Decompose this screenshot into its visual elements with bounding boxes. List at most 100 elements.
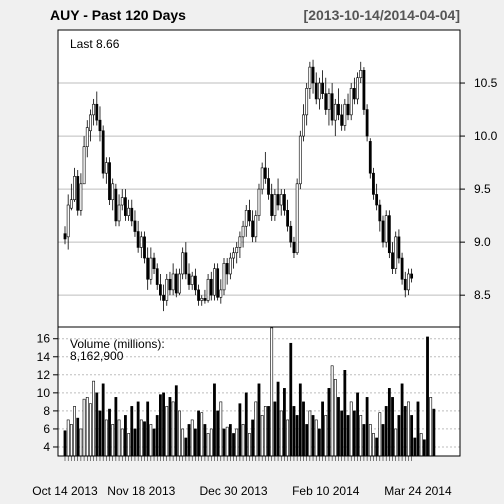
volume-bar	[232, 433, 235, 457]
candle-body	[168, 278, 172, 291]
volume-bar	[114, 397, 118, 457]
volume-bar	[155, 415, 159, 457]
candle-body	[340, 114, 344, 126]
volume-bar	[397, 415, 401, 457]
date-range: [2013-10-14/2014-04-04]	[304, 7, 460, 23]
candle-body	[187, 273, 191, 285]
volume-tick-label: 4	[43, 440, 50, 454]
volume-bar	[197, 410, 200, 457]
volume-bar	[174, 385, 178, 457]
volume-bar	[391, 397, 394, 457]
volume-bar	[378, 412, 382, 457]
volume-bar	[368, 424, 372, 457]
volume-bar	[260, 415, 264, 457]
volume-bar	[216, 410, 220, 457]
volume-bar	[120, 428, 124, 457]
candle-body	[232, 252, 235, 259]
volume-bar	[308, 410, 312, 457]
candle-body	[343, 103, 347, 126]
candle-body	[79, 183, 83, 211]
candle-body	[152, 257, 156, 269]
candle-body	[244, 210, 248, 227]
volume-bar	[63, 430, 67, 457]
candle-body	[283, 194, 286, 211]
volume-bar	[394, 428, 398, 457]
volume-tick-label: 16	[37, 332, 51, 346]
candle-body	[400, 257, 404, 280]
volume-bar	[416, 401, 420, 457]
candle-body	[394, 236, 398, 269]
candle-body	[66, 204, 70, 238]
candle-body	[349, 88, 353, 116]
volume-bar	[82, 398, 86, 457]
volume-bar	[127, 433, 131, 457]
volume-bar	[429, 397, 433, 457]
candle-body	[254, 215, 258, 238]
candle-body	[375, 194, 379, 206]
volume-bar	[279, 410, 283, 457]
candle-body	[174, 273, 178, 294]
candle-body	[213, 268, 216, 296]
x-tick-label: Mar 24 2014	[384, 484, 452, 498]
candle-body	[222, 263, 226, 291]
price-tick-label: 10.0	[474, 129, 498, 143]
candle-body	[403, 278, 407, 291]
candle-body	[120, 197, 124, 206]
candle-body	[89, 114, 92, 132]
candle-body	[171, 273, 175, 291]
candle-body	[238, 236, 242, 248]
volume-bar	[213, 383, 216, 457]
candle-body	[359, 70, 363, 79]
volume-bar	[235, 428, 239, 457]
candle-body	[257, 188, 261, 216]
volume-bar	[193, 428, 197, 457]
candle-body	[216, 268, 220, 298]
candle-body	[298, 135, 302, 185]
volume-bar	[222, 428, 226, 457]
volume-bar	[76, 417, 80, 457]
candle-body	[289, 225, 293, 243]
volume-bar	[66, 419, 70, 457]
chart-title: AUY - Past 120 Days	[50, 7, 186, 23]
volume-bar	[305, 424, 309, 457]
candle-body	[117, 204, 121, 222]
candle-body	[85, 127, 89, 147]
volume-bar	[340, 410, 344, 457]
candle-body	[321, 82, 324, 94]
volume-label: Volume (millions):	[70, 337, 165, 351]
volume-bar	[267, 406, 270, 457]
volume-bar	[241, 424, 245, 457]
candle-body	[82, 146, 86, 185]
candle-body	[130, 207, 134, 222]
candle-body	[69, 199, 73, 209]
volume-bar	[403, 406, 407, 457]
candle-body	[146, 257, 150, 280]
candlesticks	[63, 59, 414, 312]
volume-last: 8,162,900	[70, 349, 124, 363]
volume-bar	[387, 388, 391, 457]
volume-bar	[365, 397, 369, 457]
volume-bar	[209, 428, 213, 457]
candle-body	[317, 82, 321, 100]
candle-body	[305, 88, 309, 116]
volume-bar	[104, 419, 108, 457]
volume-bar	[69, 424, 73, 457]
volume-bar	[286, 419, 290, 457]
volume-bar	[73, 406, 76, 457]
volume-bar	[330, 365, 334, 457]
candle-body	[381, 220, 385, 243]
volume-bar	[219, 401, 223, 457]
volume-bar	[181, 428, 185, 457]
volume-bar	[311, 415, 315, 457]
volume-tick-label: 6	[43, 422, 50, 436]
volume-bar	[384, 406, 388, 457]
last-price-label: Last 8.66	[70, 37, 120, 51]
volume-bar	[111, 424, 115, 457]
candle-body	[292, 241, 296, 254]
candle-body	[248, 210, 251, 222]
volume-bar	[283, 388, 286, 457]
volume-bar	[314, 419, 318, 457]
volume-bar	[254, 401, 258, 457]
candle-body	[276, 194, 280, 206]
candle-body	[190, 275, 194, 285]
